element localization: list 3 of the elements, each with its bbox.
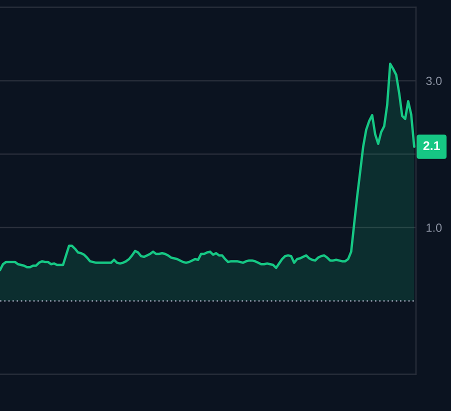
y-tick-label: 1.0 <box>426 224 442 232</box>
y-tick-label: 3.0 <box>426 76 442 86</box>
annotation: 2.1 <box>423 141 440 150</box>
